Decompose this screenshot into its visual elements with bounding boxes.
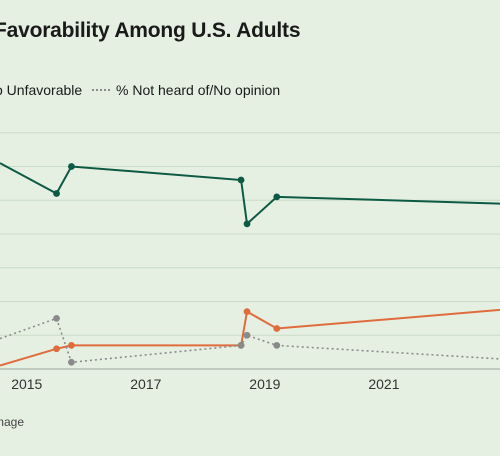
series-line-2 (0, 317, 500, 364)
data-point-2 (243, 331, 251, 339)
series-line-0 (0, 162, 500, 226)
data-point-2 (273, 341, 281, 349)
legend-item-unfavorable: o Unfavorable (0, 82, 82, 98)
data-point-2 (68, 358, 75, 366)
data-point-1 (243, 308, 251, 316)
legend-item-no-opinion: % Not heard of/No opinion (92, 82, 280, 98)
series-line-1 (0, 308, 500, 367)
x-tick-label: 2015 (11, 376, 42, 392)
data-point-1 (53, 345, 60, 353)
x-tick-label: 2017 (130, 376, 161, 392)
x-tick-label: 2019 (249, 376, 280, 392)
dotted-line-swatch-icon (92, 89, 110, 91)
data-point-0 (243, 220, 251, 228)
data-point-2 (237, 341, 245, 349)
data-point-1 (68, 341, 75, 349)
legend: o Unfavorable % Not heard of/No opinion (0, 82, 500, 102)
x-tick-label: 2021 (368, 376, 399, 392)
chart-title: Favorability Among U.S. Adults (0, 19, 301, 42)
data-point-0 (53, 190, 60, 197)
data-point-0 (68, 163, 75, 170)
data-point-0 (273, 193, 281, 201)
data-point-0 (237, 176, 245, 184)
legend-label-no-opinion: % Not heard of/No opinion (116, 82, 281, 98)
source-note: mage (0, 415, 25, 429)
data-point-2 (53, 314, 60, 322)
legend-label-unfavorable: o Unfavorable (0, 82, 83, 98)
data-point-1 (273, 325, 281, 332)
